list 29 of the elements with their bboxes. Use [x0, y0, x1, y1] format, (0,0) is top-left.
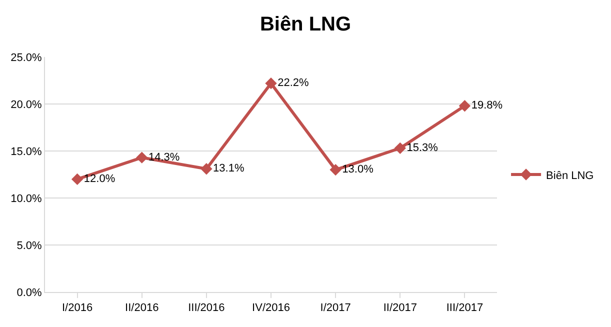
data-label: 12.0% [84, 172, 116, 185]
point [71, 173, 84, 186]
y-tick-label: 20.0% [10, 98, 42, 111]
y-tick-label: 0.0% [16, 286, 42, 299]
point [458, 100, 471, 112]
legend-label: Biên LNG [546, 170, 594, 182]
data-label: 22.2% [278, 77, 310, 90]
data-label: 15.3% [406, 142, 438, 154]
point [265, 77, 277, 90]
x-tick-label: III/2017 [446, 302, 484, 314]
x-tick-label: II/2017 [383, 302, 417, 314]
data-label: 13.0% [342, 164, 374, 176]
point [330, 164, 342, 176]
y-tick-label: 25.0% [10, 52, 42, 64]
point [136, 152, 148, 164]
chart-title: Biên LNG [260, 13, 352, 36]
data-label: 14.3% [148, 151, 180, 164]
point [200, 163, 212, 175]
x-tick-label: I/2016 [62, 302, 93, 314]
x-tick-label: III/2016 [188, 302, 225, 314]
y-tick-label: 10.0% [10, 192, 42, 205]
x-tick-label: II/2016 [125, 302, 159, 314]
y-tick-label: 5.0% [16, 240, 42, 252]
data-label: 19.8% [471, 100, 503, 112]
y-tick-label: 15.0% [10, 146, 42, 158]
point [394, 142, 406, 154]
x-tick-label: I/2017 [320, 302, 351, 314]
data-label: 13.1% [213, 162, 244, 175]
x-tick-label: IV/2016 [252, 302, 290, 314]
